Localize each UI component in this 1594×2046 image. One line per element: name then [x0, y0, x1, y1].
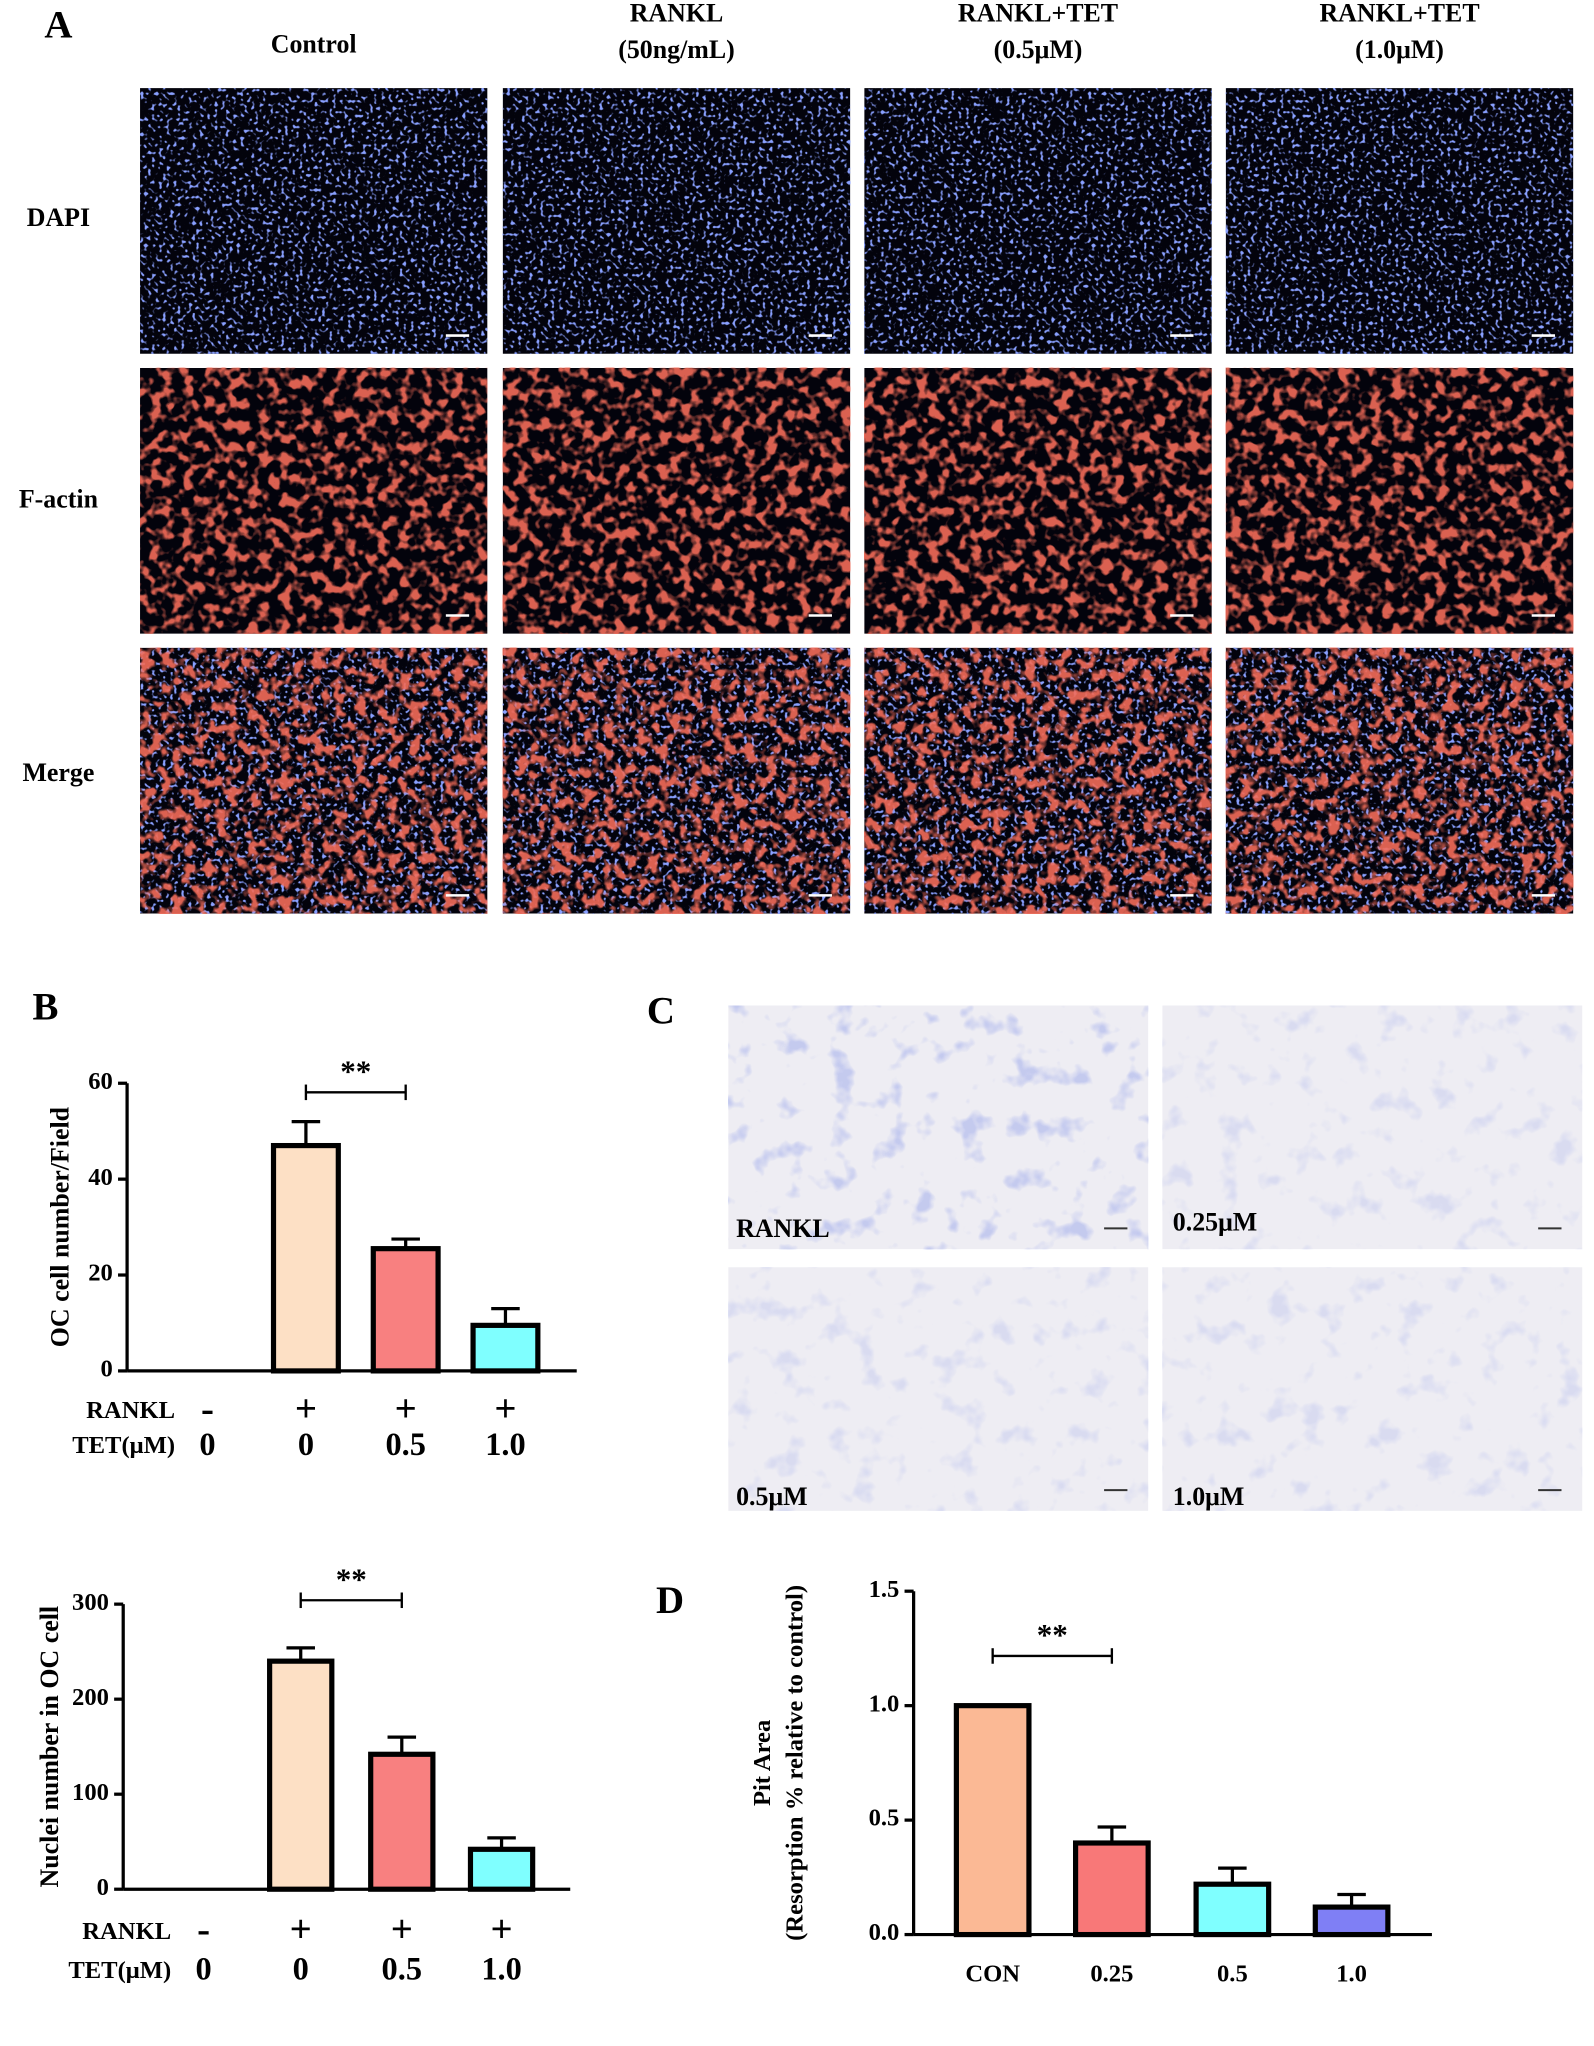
- y-tick-label: 1.5: [869, 1576, 900, 1603]
- row-label: DAPI: [27, 203, 90, 232]
- column-header: RANKL (50ng/mL): [618, 0, 735, 64]
- row-label: Merge: [22, 758, 94, 787]
- y-axis-label: Nuclei number in OC cell: [35, 1606, 64, 1888]
- condition-value: +: [295, 1387, 317, 1430]
- actin-stain: [140, 647, 488, 914]
- y-tick-label: 300: [72, 1589, 109, 1616]
- y-axis-label: (Resorption % relative to control): [782, 1585, 809, 1941]
- y-tick-label: 40: [88, 1164, 113, 1191]
- actin-stain: [502, 367, 851, 634]
- y-tick-label: 60: [88, 1068, 113, 1095]
- image-label: 1.0μM: [1173, 1482, 1245, 1511]
- nuclei-stain: [864, 88, 1212, 354]
- nuclei-stain: [502, 88, 851, 354]
- error-bar: [1097, 1825, 1127, 1843]
- bar: [1193, 1881, 1272, 1938]
- panel-letter: B: [33, 986, 59, 1029]
- y-tick-label: 200: [72, 1684, 109, 1711]
- y-tick-label: 0: [97, 1874, 109, 1901]
- bar: [953, 1703, 1032, 1938]
- panel-letter: C: [647, 989, 675, 1032]
- pit-texture: [1162, 1005, 1583, 1250]
- condition-label: TET(μM): [72, 1432, 175, 1459]
- significance-label: **: [1037, 1617, 1068, 1652]
- y-tick-label: 0.5: [869, 1805, 900, 1832]
- x-tick-label: CON: [965, 1961, 1020, 1988]
- y-axis-label: Pit Area: [749, 1720, 776, 1806]
- y-tick-label: 1.0: [869, 1690, 900, 1717]
- bar: [467, 1846, 536, 1892]
- bar: [1312, 1904, 1391, 1938]
- image-label: 0.25μM: [1173, 1207, 1257, 1236]
- error-bar: [1218, 1866, 1247, 1885]
- condition-value: 0: [298, 1427, 314, 1463]
- condition-value: 0: [293, 1952, 309, 1988]
- actin-stain: [864, 367, 1212, 634]
- significance-label: **: [336, 1561, 367, 1596]
- significance-label: **: [340, 1053, 371, 1088]
- x-tick-label: 1.0: [1336, 1961, 1367, 1988]
- condition-value: -: [197, 1908, 210, 1951]
- x-tick-label: 0.25: [1090, 1961, 1133, 1988]
- bar: [470, 1322, 541, 1374]
- y-tick-label: 100: [72, 1779, 109, 1806]
- bar: [368, 1751, 436, 1892]
- column-header: Control: [271, 30, 357, 59]
- y-tick-label: 0.0: [869, 1919, 900, 1946]
- image-label: 0.5μM: [736, 1482, 808, 1511]
- column-header: RANKL+TET (0.5μM): [958, 0, 1118, 64]
- pit-texture: [1162, 1267, 1583, 1511]
- panel-letter: D: [656, 1579, 684, 1622]
- error-bar: [387, 1735, 417, 1755]
- error-bar: [291, 1119, 321, 1146]
- bar: [370, 1246, 441, 1374]
- condition-label: RANKL: [86, 1397, 175, 1424]
- bar: [1072, 1840, 1151, 1938]
- condition-value: -: [201, 1387, 214, 1430]
- condition-value: +: [490, 1908, 512, 1951]
- actin-stain: [1225, 367, 1574, 634]
- nuclei-stain: [140, 88, 488, 354]
- actin-stain: [502, 647, 851, 914]
- condition-value: 0.5: [385, 1427, 425, 1463]
- error-bar: [491, 1306, 520, 1326]
- bar: [270, 1142, 341, 1374]
- pit-texture: [728, 1267, 1149, 1511]
- y-axis-label: OC cell number/Field: [45, 1106, 74, 1347]
- image-label: RANKL: [736, 1214, 830, 1243]
- nuclei-stain: [1225, 88, 1574, 354]
- row-label: F-actin: [19, 484, 99, 513]
- condition-value: 1.0: [485, 1427, 525, 1463]
- condition-value: +: [391, 1908, 413, 1951]
- condition-value: +: [395, 1387, 417, 1430]
- panel-c: RANKL 0.25μM 0.5μM 1.0μM: [728, 1005, 1583, 1511]
- condition-value: +: [494, 1387, 516, 1430]
- y-tick-label: 0: [101, 1356, 113, 1383]
- panel-a: Control RANKL (50ng/mL) RANKL+TET (0.5μM) RAN…: [19, 0, 1574, 914]
- x-tick-label: 0.5: [1217, 1961, 1248, 1988]
- condition-value: +: [290, 1908, 312, 1951]
- column-header: RANKL+TET (1.0μM): [1319, 0, 1479, 64]
- condition-value: 0: [199, 1427, 215, 1463]
- condition-value: 0.5: [382, 1952, 422, 1988]
- condition-label: TET(μM): [68, 1957, 171, 1984]
- panel-letter: A: [44, 3, 72, 46]
- condition-value: 0: [195, 1952, 211, 1988]
- y-tick-label: 20: [88, 1260, 113, 1287]
- bar: [267, 1658, 335, 1892]
- actin-stain: [1225, 647, 1574, 914]
- actin-stain: [140, 367, 488, 634]
- pit-texture: [728, 1005, 1149, 1250]
- actin-stain: [864, 647, 1212, 914]
- condition-value: 1.0: [481, 1952, 521, 1988]
- condition-label: RANKL: [82, 1918, 171, 1945]
